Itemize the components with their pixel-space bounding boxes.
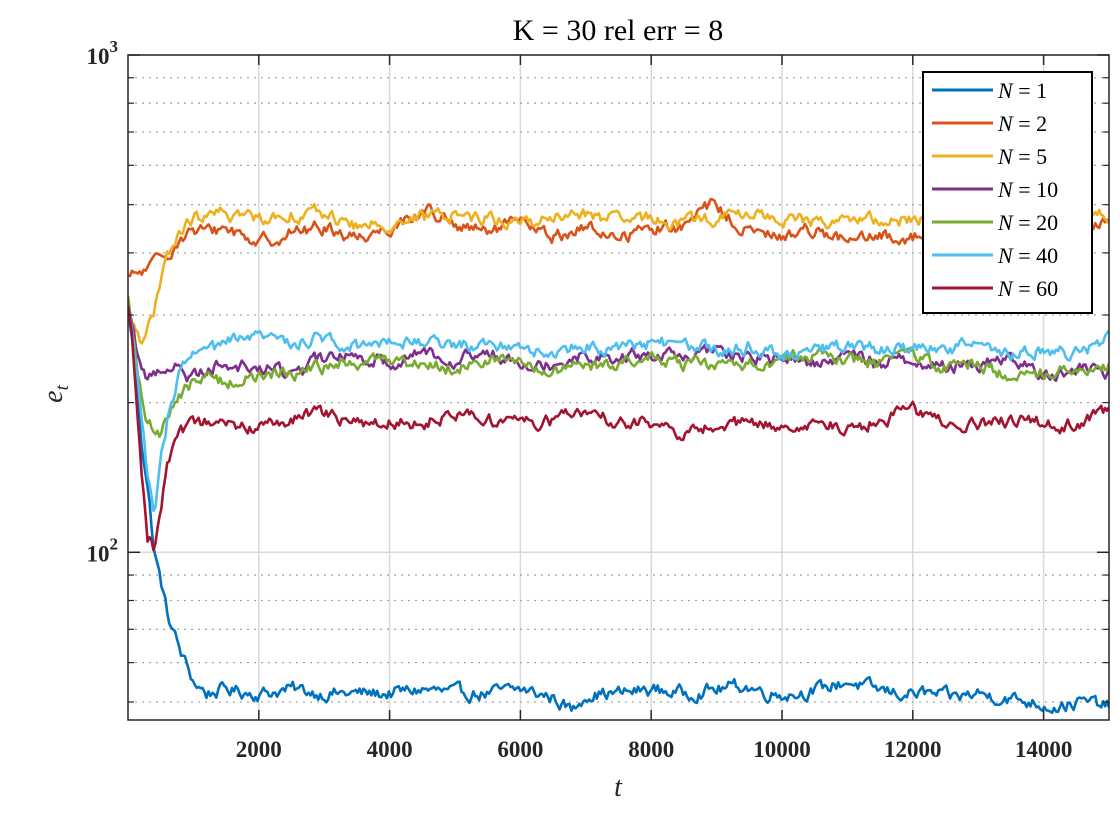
legend-label: N = 2 <box>997 111 1047 136</box>
x-tick-label: 10000 <box>753 737 811 762</box>
x-tick-label: 2000 <box>236 737 282 762</box>
legend-label: N = 40 <box>997 243 1058 268</box>
x-tick-label: 6000 <box>497 737 543 762</box>
ticks <box>128 54 1109 720</box>
x-tick-label: 4000 <box>367 737 413 762</box>
y-axis-label-main: e <box>38 390 69 402</box>
legend-box <box>922 71 1093 314</box>
legend-label: N = 1 <box>997 78 1047 103</box>
x-tick-label: 12000 <box>884 737 942 762</box>
y-tick-label: 103 <box>87 37 119 69</box>
x-tick-label: 14000 <box>1015 737 1073 762</box>
series-line-60 <box>128 305 1109 552</box>
y-tick-label: 102 <box>87 534 119 566</box>
grid <box>128 54 1109 720</box>
plot-frame <box>127 54 1110 721</box>
legend-label: N = 60 <box>997 276 1058 301</box>
legend-label: N = 20 <box>997 210 1058 235</box>
x-axis-label: t <box>614 772 623 803</box>
series-line-1 <box>128 305 1109 715</box>
x-tick-label: 8000 <box>628 737 674 762</box>
legend: N = 1 N = 2 N = 5 N = 10 N = 20 N = 40 N = 60 <box>922 71 1093 314</box>
legend-label: N = 10 <box>997 177 1058 202</box>
y-axis-label-sub: t <box>52 384 73 390</box>
series-line-40 <box>128 305 1109 513</box>
series-line-20 <box>128 295 1109 439</box>
y-axis-label: et <box>38 384 73 402</box>
tick-labels: 2000 4000 6000 8000 10000 12000 14000 102 103 <box>87 37 1073 762</box>
legend-label: N = 5 <box>997 144 1047 169</box>
chart-title: K = 30 rel err = 8 <box>513 14 723 47</box>
